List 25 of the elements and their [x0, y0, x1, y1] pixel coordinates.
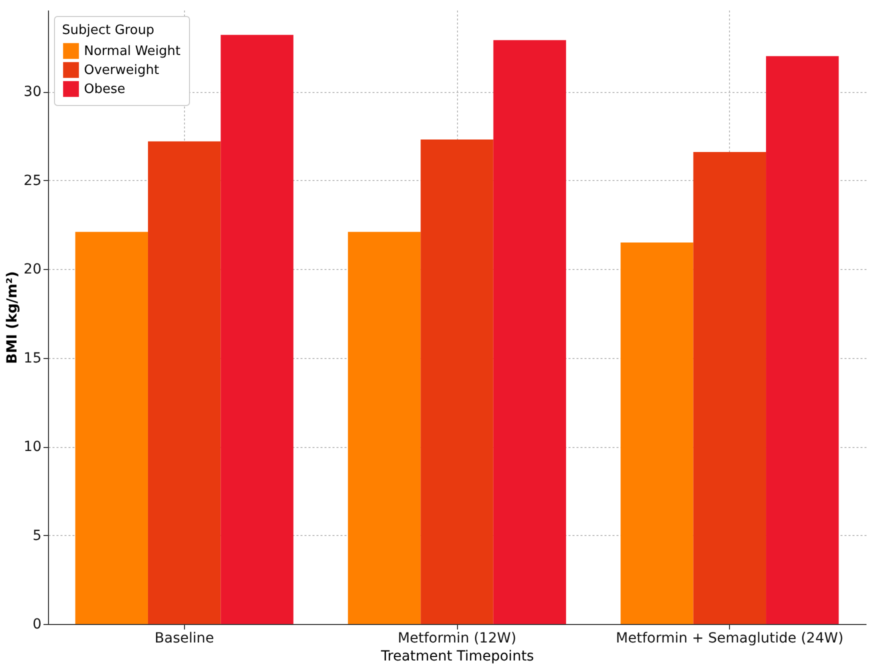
y-tick-label: 15	[24, 350, 42, 366]
y-tick-label: 10	[24, 439, 42, 456]
bar	[348, 232, 421, 624]
y-tick-label: 25	[24, 172, 42, 189]
bar	[493, 40, 566, 624]
x-axis-title: Treatment Timepoints	[380, 648, 534, 664]
legend-title: Subject Group	[62, 23, 154, 38]
y-axis-title: BMI (kg/m²)	[4, 271, 21, 364]
bar	[620, 242, 694, 624]
bar	[766, 56, 839, 624]
legend-label: Normal Weight	[84, 44, 180, 59]
x-tick-label: Metformin + Semaglutide (24W)	[616, 630, 844, 646]
bar	[148, 141, 221, 624]
bar	[693, 152, 766, 624]
bar	[220, 34, 294, 624]
x-tick-label: Metformin (12W)	[398, 630, 516, 646]
bar	[420, 140, 494, 624]
x-tick-label: Baseline	[154, 630, 214, 646]
y-tick-label: 5	[32, 528, 42, 544]
y-tick-label: 0	[32, 616, 42, 632]
bar	[75, 232, 148, 624]
y-tick-label: 20	[24, 262, 42, 278]
legend-label: Overweight	[84, 63, 160, 78]
y-tick-label: 30	[24, 84, 42, 100]
legend-label: Obese	[84, 82, 126, 97]
